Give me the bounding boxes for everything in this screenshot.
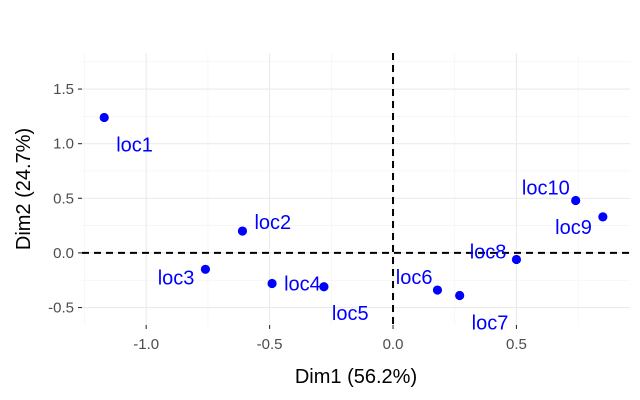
data-point-loc6 — [432, 285, 443, 295]
axis-ticks: -1.0 -0.5 0.0 0.5 -0.5 0.0 0.5 1.0 1.5 — [48, 81, 527, 353]
data-point-loc3 — [200, 264, 211, 274]
point-label-loc5: loc5 — [332, 303, 369, 325]
data-point-loc4 — [267, 278, 277, 289]
minor-gridlines — [82, 53, 630, 325]
x-tick-label: -0.5 — [257, 336, 283, 353]
x-tick-label: 0.0 — [383, 336, 404, 353]
data-point-loc1 — [99, 112, 109, 123]
point-label-loc4: loc4 — [284, 273, 321, 295]
y-tick-label: 1.0 — [53, 136, 74, 153]
x-tick-label: -1.0 — [133, 336, 159, 353]
x-tick-label: 0.5 — [506, 336, 527, 353]
y-tick-label: 1.5 — [53, 81, 74, 98]
data-point-loc5 — [319, 282, 329, 292]
y-axis-title: Dim2 (24.7%) — [13, 128, 35, 250]
y-tick-label: 0.0 — [53, 245, 74, 262]
y-tick-label: 0.5 — [53, 190, 74, 207]
data-point-loc8 — [511, 254, 522, 265]
data-point-loc9 — [598, 212, 608, 222]
point-label-loc7: loc7 — [472, 313, 509, 335]
point-label-loc8: loc8 — [470, 241, 507, 263]
point-labels: loc1 loc2 loc3 loc4 loc5 loc6 loc7 loc8 loc9 loc1… — [116, 134, 592, 334]
data-point-loc7 — [455, 290, 465, 301]
point-label-loc2: loc2 — [254, 212, 291, 234]
y-tick-label: -0.5 — [48, 300, 74, 317]
point-label-loc10: loc10 — [522, 177, 570, 199]
point-label-loc1: loc1 — [116, 134, 153, 156]
point-label-loc6: loc6 — [396, 267, 433, 289]
point-label-loc3: loc3 — [158, 267, 195, 289]
data-points — [99, 112, 608, 301]
point-label-loc9: loc9 — [555, 217, 592, 239]
x-axis-title: Dim1 (56.2%) — [295, 366, 417, 388]
reference-lines — [82, 53, 630, 325]
data-point-loc2 — [237, 226, 248, 236]
data-point-loc10 — [571, 195, 581, 206]
